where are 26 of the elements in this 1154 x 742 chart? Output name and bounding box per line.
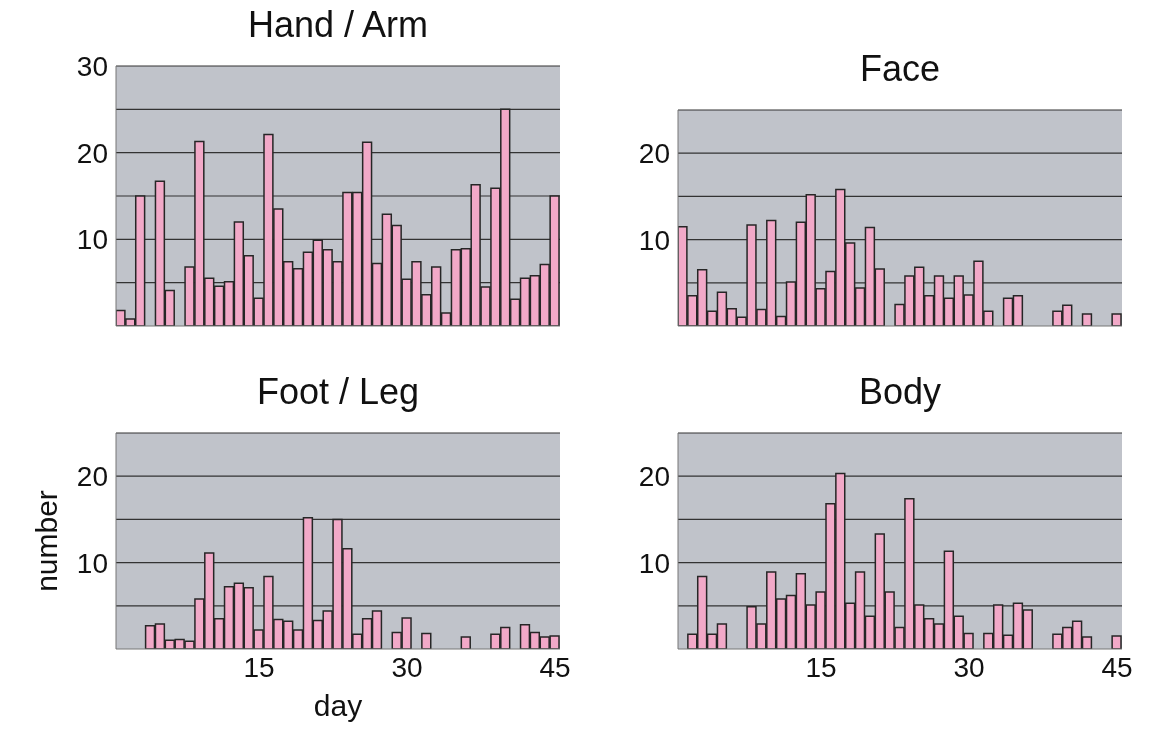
y-tick-label: 30 [76, 50, 108, 82]
y-tick-label: 10 [76, 547, 108, 579]
x-tick-label: 15 [805, 651, 837, 683]
x-axis-title: day [312, 689, 364, 723]
bar [421, 632, 432, 649]
x-tick-label: 15 [243, 651, 275, 683]
chart-title: Face [858, 48, 941, 90]
x-tick-label: 45 [539, 651, 571, 683]
y-tick-label: 20 [76, 461, 108, 493]
chart-title: Foot / Leg [255, 371, 421, 413]
x-tick-label: 30 [953, 651, 985, 683]
y-axis-title: number [30, 489, 64, 594]
x-tick-label: 30 [391, 651, 423, 683]
x-tick-label: 45 [1101, 651, 1133, 683]
chart-title: Hand / Arm [246, 4, 430, 46]
bar [1081, 313, 1093, 326]
y-tick-label: 20 [638, 138, 670, 170]
bar [1111, 313, 1122, 326]
y-tick-label: 10 [638, 547, 670, 579]
y-tick-label: 20 [76, 137, 108, 169]
bar [460, 636, 471, 649]
y-tick-label: 20 [638, 461, 670, 493]
chart-title: Body [857, 371, 943, 413]
y-tick-label: 10 [638, 224, 670, 256]
y-tick-label: 10 [76, 224, 108, 256]
bar [1111, 635, 1122, 649]
